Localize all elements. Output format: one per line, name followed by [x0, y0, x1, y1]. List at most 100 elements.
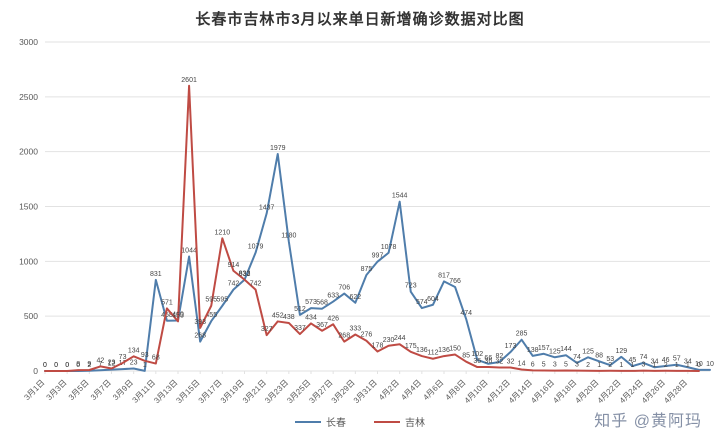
- data-label: 136: [438, 347, 450, 354]
- x-tick-label: 3月31日: [352, 378, 379, 405]
- data-label: 93: [141, 352, 149, 359]
- data-label: 74: [640, 354, 648, 361]
- data-label: 453: [172, 312, 184, 319]
- data-label: 0: [76, 362, 80, 369]
- data-label: 574: [416, 299, 428, 306]
- data-label: 1: [653, 362, 657, 369]
- data-label: 1437: [259, 204, 275, 211]
- data-label: 36: [484, 358, 492, 365]
- data-label: 832: [239, 271, 251, 278]
- data-label: 45: [629, 357, 637, 364]
- data-label: 9: [87, 361, 91, 368]
- data-label: 276: [361, 332, 373, 339]
- x-tick-label: 3月27日: [307, 378, 334, 405]
- chart-legend: 长春 吉林: [0, 414, 720, 429]
- data-label: 173: [505, 343, 517, 350]
- data-label: 875: [361, 266, 373, 273]
- data-label: 568: [316, 300, 328, 307]
- data-label: 285: [516, 331, 528, 338]
- data-label: 2: [586, 362, 590, 369]
- data-label: 742: [228, 281, 240, 288]
- data-label: 150: [449, 346, 461, 353]
- data-label: 455: [205, 312, 217, 319]
- data-label: 42: [97, 357, 105, 364]
- y-tick-label: 1000: [19, 256, 38, 266]
- data-label: 3: [642, 362, 646, 369]
- data-label: 125: [549, 348, 561, 355]
- data-label: 595: [205, 297, 217, 304]
- data-label: 723: [405, 283, 417, 290]
- jilin-series-line: [44, 84, 700, 372]
- data-label: 5: [542, 361, 546, 368]
- data-label: 138: [527, 347, 539, 354]
- data-label: 2601: [181, 77, 197, 84]
- data-label: 1: [597, 362, 601, 369]
- data-label: 0: [43, 362, 47, 369]
- chart-title: 长春市吉林市3月以来单日新增确诊数据对比图: [195, 11, 525, 28]
- data-label: 230: [383, 337, 395, 344]
- data-label: 474: [460, 310, 472, 317]
- data-label: 2: [87, 362, 91, 369]
- x-tick-label: 4月6日: [421, 378, 445, 402]
- data-label: 766: [449, 278, 461, 285]
- x-tick-label: 4月16日: [529, 378, 556, 405]
- data-label: 333: [349, 325, 361, 332]
- data-label: 0: [697, 362, 701, 369]
- data-label: 0: [54, 362, 58, 369]
- data-label: 1078: [381, 244, 397, 251]
- x-tick-label: 4月14日: [507, 378, 534, 405]
- watermark: 知乎 @黄阿玛: [594, 413, 702, 430]
- data-label: 1979: [270, 145, 286, 152]
- y-tick-label: 2500: [19, 92, 38, 102]
- changchun-series-line: [44, 152, 711, 372]
- data-label: 34: [684, 358, 692, 365]
- data-label: 426: [327, 315, 339, 322]
- y-tick-label: 3000: [19, 37, 38, 47]
- data-label: 3: [553, 362, 557, 369]
- data-label: 2: [608, 362, 612, 369]
- data-label: 1044: [181, 248, 197, 255]
- x-tick-label: 4月20日: [573, 378, 600, 405]
- data-label: 817: [438, 272, 450, 279]
- data-label: 112: [427, 350, 438, 357]
- x-tick-label: 4月28日: [662, 378, 689, 405]
- data-label: 46: [662, 357, 670, 364]
- x-tick-label: 3月5日: [67, 378, 91, 402]
- data-label: 573: [305, 299, 317, 306]
- data-label: 0: [43, 362, 47, 369]
- data-label: 1079: [248, 244, 264, 251]
- data-label: 1: [686, 362, 690, 369]
- x-tick-label: 4月22日: [596, 378, 623, 405]
- legend-item-jilin: 吉林: [374, 414, 425, 429]
- data-label: 66: [484, 355, 492, 362]
- data-label: 622: [349, 294, 361, 301]
- data-label: 10: [695, 361, 703, 368]
- data-label: 452: [272, 312, 284, 319]
- data-label: 438: [283, 314, 295, 321]
- x-tick-label: 3月17日: [197, 378, 224, 405]
- y-tick-label: 1500: [19, 202, 38, 212]
- x-tick-label: 4月2日: [377, 378, 401, 402]
- data-label: 512: [294, 306, 306, 313]
- data-label: 134: [128, 347, 140, 354]
- data-label: 6: [531, 361, 535, 368]
- data-label: 36: [473, 358, 481, 365]
- data-label: 10: [706, 361, 714, 368]
- data-label: 1180: [281, 233, 296, 240]
- data-label: 434: [305, 314, 317, 321]
- data-label: 53: [606, 356, 614, 363]
- data-label: 458: [161, 312, 173, 319]
- legend-label-jilin: 吉林: [405, 418, 425, 429]
- x-tick-label: 4月4日: [399, 378, 423, 402]
- data-label: 3: [575, 362, 579, 369]
- data-label: 157: [538, 345, 550, 352]
- data-label: 34: [651, 358, 659, 365]
- x-tick-label: 4月10日: [463, 378, 490, 405]
- y-tick-label: 500: [24, 311, 38, 321]
- data-label: 604: [427, 296, 439, 303]
- x-tick-label: 3月21日: [241, 378, 268, 405]
- data-label: 74: [573, 354, 581, 361]
- data-label: 23: [108, 359, 116, 366]
- data-label: 178: [372, 342, 384, 349]
